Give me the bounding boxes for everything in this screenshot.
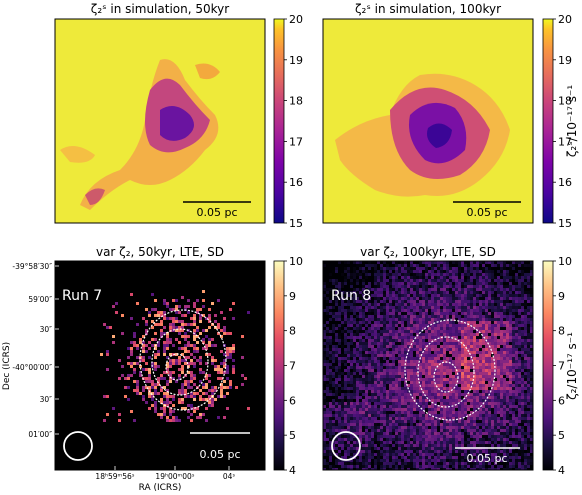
colorbar-tick-label: 7: [289, 360, 296, 373]
y-tick-label: -39°58′30″: [12, 262, 52, 271]
colorbar-tick-label: 9: [558, 290, 565, 303]
colorbar-tick-label: 4: [558, 464, 565, 477]
colorbar-tick-label: 18: [289, 95, 303, 108]
colorbar-tick-label: 7: [558, 360, 565, 373]
panel-2-image: [323, 19, 533, 223]
colorbar-1-ticks: 15 16 17 18 19 20: [284, 13, 303, 230]
colorbar-tick-label: 16: [289, 176, 303, 189]
panel-1-scalebar-label: 0.05 pc: [196, 206, 237, 219]
y-tick-label: -40°00′00″: [12, 363, 52, 372]
colorbar-tick-label: 4: [289, 464, 296, 477]
y-tick-label: 30″: [40, 325, 53, 334]
colorbar-tick-label: 16: [558, 176, 572, 189]
colorbar-3: [273, 260, 285, 471]
colorbar-tick-label: 6: [289, 394, 296, 407]
colorbar-tick-label: 5: [558, 429, 565, 442]
panel-1-image: [55, 19, 265, 223]
x-tick-label: 19ʰ00ᵐ00ˢ: [155, 472, 194, 481]
colorbar-tick-label: 19: [289, 54, 303, 67]
colorbar-4-ticks: 4 5 6 7 8 9 10: [553, 255, 572, 477]
colorbar-tick-label: 19: [558, 54, 572, 67]
panel-3-ylabel: Dec (ICRS): [2, 342, 12, 390]
colorbar-tick-label: 8: [289, 325, 296, 338]
panel-1-frame: [54, 18, 266, 224]
colorbar-tick-label: 15: [289, 217, 303, 230]
colorbar-4-label: ζ₂/10⁻¹⁷ s⁻¹: [565, 332, 579, 400]
panel-3-image: [55, 261, 265, 470]
panel-2-scalebar-label: 0.05 pc: [466, 206, 507, 219]
panel-3-axes: -39°58′30″ 59′00″ 30″ -40°00′00″ 30″ 01′00″ 18…: [12, 262, 235, 481]
panel-3-run-label: Run 7: [62, 288, 102, 304]
colorbar-tick-label: 10: [558, 255, 572, 268]
y-tick-label: 01′00″: [28, 430, 52, 439]
x-tick-label: 18ʰ59ᵐ56ˢ: [95, 472, 134, 481]
colorbar-tick-label: 20: [289, 13, 303, 26]
colorbar-2: [542, 18, 554, 224]
colorbar-4: [542, 260, 554, 471]
panel-4-image: [323, 261, 533, 470]
panel-2-frame: [322, 18, 534, 224]
panel-title-4: var ζ₂, 100kyr, LTE, SD: [360, 245, 496, 259]
panel-title-1: ζ₂ˢ in simulation, 50kyr: [91, 2, 229, 16]
panel-4-run-label: Run 8: [331, 288, 371, 304]
panel-title-2: ζ₂ˢ in simulation, 100kyr: [355, 2, 501, 16]
colorbar-tick-label: 20: [558, 13, 572, 26]
colorbar-tick-label: 17: [558, 135, 572, 148]
colorbar-tick-label: 9: [289, 290, 296, 303]
panel-3-frame: [54, 260, 266, 471]
colorbar-tick-label: 8: [558, 325, 565, 338]
colorbar-tick-label: 10: [289, 255, 303, 268]
panel-4-frame: [322, 260, 534, 471]
panel-title-3: var ζ₂, 50kyr, LTE, SD: [96, 245, 224, 259]
colorbar-tick-label: 5: [289, 429, 296, 442]
colorbar-tick-label: 17: [289, 135, 303, 148]
y-tick-label: 59′00″: [28, 295, 52, 304]
x-tick-label: 04ˢ: [223, 472, 236, 481]
colorbar-tick-label: 15: [558, 217, 572, 230]
y-tick-label: 30″: [40, 395, 53, 404]
colorbar-tick-label: 18: [558, 95, 572, 108]
panel-4-scalebar-label: 0.05 pc: [466, 452, 507, 465]
colorbar-2-label: ζ₂ˢ/10⁻¹⁷ s⁻¹: [565, 85, 579, 157]
colorbar-tick-label: 6: [558, 394, 565, 407]
panel-3-xlabel: RA (ICRS): [139, 483, 182, 493]
panel-3-scalebar-label: 0.05 pc: [199, 448, 240, 461]
colorbar-2-ticks: 15 16 17 18 19 20: [553, 13, 572, 230]
colorbar-1: [273, 18, 285, 224]
colorbar-3-ticks: 4 5 6 7 8 9 10: [284, 255, 303, 477]
